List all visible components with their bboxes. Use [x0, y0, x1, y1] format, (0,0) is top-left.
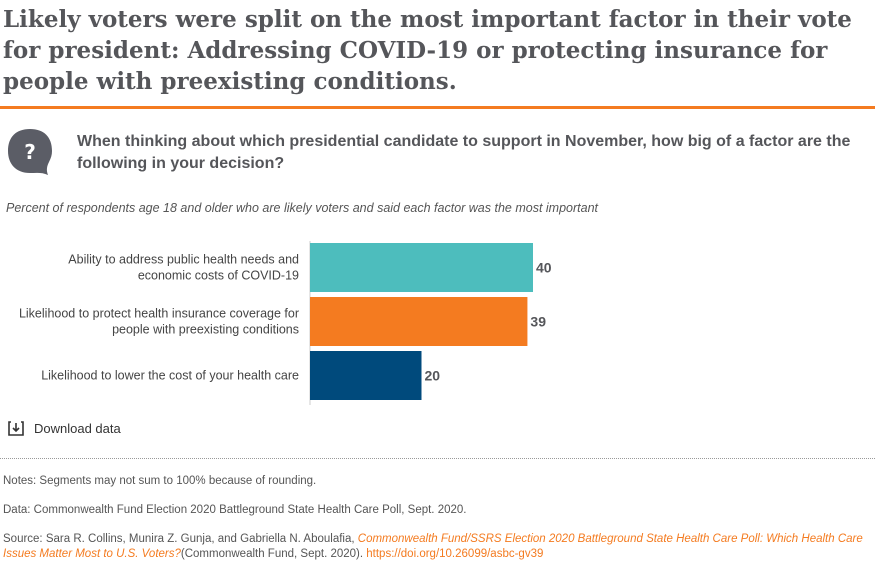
category-label: Likelihood to protect health insurance c… — [19, 307, 299, 321]
svg-text:?: ? — [24, 140, 36, 164]
data-label: 39 — [530, 314, 546, 330]
category-label: economic costs of COVID-19 — [138, 269, 299, 283]
download-data-button[interactable]: Download data — [8, 420, 121, 436]
chart-subtitle: Percent of respondents age 18 and older … — [6, 201, 598, 215]
bar-chart: 40 Ability to address public health needs… — [19, 241, 552, 405]
notes: Notes: Segments may not sum to 100% beca… — [3, 475, 317, 487]
category-label: Likelihood to lower the cost of your hea… — [41, 369, 299, 383]
bar — [310, 297, 528, 346]
source-middle: (Commonwealth Fund, Sept. 2020). — [180, 548, 367, 560]
data-source: Data: Commonwealth Fund Election 2020 Ba… — [3, 504, 467, 516]
question-speech-bubble-icon: ? — [8, 129, 52, 175]
bar — [310, 351, 422, 400]
report-link[interactable]: Commonwealth Fund/SSRS Election 2020 Bat… — [3, 533, 863, 560]
survey-question: When thinking about which presidential c… — [77, 133, 851, 172]
title-divider — [0, 106, 875, 109]
category-label: people with preexisting conditions — [112, 323, 299, 337]
download-icon — [8, 421, 24, 436]
download-data-label: Download data — [34, 420, 121, 436]
source-citation: Source: Sara R. Collins, Munira Z. Gunja… — [3, 532, 871, 562]
doi-link[interactable]: https://doi.org/10.26099/asbc-gv39 — [366, 548, 544, 560]
category-label: Ability to address public health needs a… — [68, 253, 299, 267]
source-prefix: Source: Sara R. Collins, Munira Z. Gunja… — [3, 533, 358, 545]
bar — [310, 243, 533, 292]
data-label: 40 — [536, 260, 552, 276]
data-label: 20 — [425, 368, 441, 384]
page-title: Likely voters were split on the most imp… — [3, 6, 852, 95]
divider — [0, 458, 875, 459]
